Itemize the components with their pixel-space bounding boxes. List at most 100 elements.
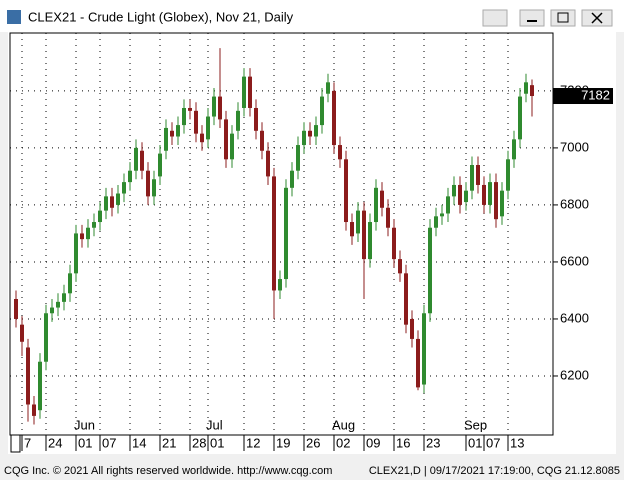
candle-body (308, 130, 312, 137)
window-title: CLEX21 - Crude Light (Globex), Nov 21, D… (28, 9, 294, 24)
candle-body (332, 90, 336, 146)
candle-body (470, 165, 474, 191)
candle-body (278, 279, 282, 291)
x-tick-label: 24 (48, 435, 62, 450)
candle-body (104, 196, 108, 211)
footer-right: CLEX21,D | 09/17/2021 17:19:00, CQG 21.1… (369, 465, 620, 477)
candle-body (362, 210, 366, 260)
candle-body (476, 165, 480, 185)
month-label: Aug (332, 417, 355, 432)
candle-body (62, 293, 66, 302)
candle-body (440, 213, 444, 217)
candle-body (212, 96, 216, 117)
candle-body (68, 273, 72, 294)
candle-body (524, 82, 528, 94)
candle-body (434, 216, 438, 228)
candle-body (14, 299, 18, 319)
candle-body (356, 210, 360, 234)
x-tick-label: 01 (468, 435, 482, 450)
candle-body (164, 127, 168, 151)
x-tick-label: 07 (486, 435, 500, 450)
x-tick-label: 14 (132, 435, 146, 450)
candle-body (20, 324, 24, 342)
candle-body (158, 153, 162, 177)
candle-body (218, 96, 222, 120)
x-tick-label: 21 (162, 435, 176, 450)
candle-body (38, 361, 42, 411)
candle-body (266, 150, 270, 177)
x-tick-label: 19 (276, 435, 290, 450)
x-tick-label: 23 (426, 435, 440, 450)
month-label: Jun (74, 417, 95, 432)
candle-body (146, 170, 150, 197)
month-label: Jul (206, 417, 223, 432)
candle-body (74, 233, 78, 274)
app-icon (7, 10, 21, 24)
icon (591, 12, 603, 24)
candle-body (428, 227, 432, 314)
candle-body (230, 133, 234, 160)
candle-body (380, 190, 384, 208)
candle-body (236, 110, 240, 131)
candle-body (26, 347, 30, 405)
candle-body (98, 210, 102, 223)
candle-body (314, 125, 318, 137)
candle-body (302, 130, 306, 146)
y-tick-label: 6800 (560, 196, 589, 211)
candle-body (80, 233, 84, 240)
candle-body (272, 176, 276, 291)
last-price-box (553, 88, 613, 105)
candle-body (368, 222, 372, 260)
candle-body (518, 96, 522, 140)
candle-body (170, 130, 174, 137)
candle-body (464, 190, 468, 203)
link-button[interactable] (482, 9, 508, 27)
x-tick-label: 7 (24, 435, 31, 450)
candle-body (284, 187, 288, 280)
candle-body (338, 145, 342, 160)
candle-body (398, 259, 402, 274)
candle-body (512, 139, 516, 160)
candle-body (44, 313, 48, 362)
x-tick-label: 01 (210, 435, 224, 450)
candle-body (128, 170, 132, 183)
icon (557, 12, 569, 23)
candle-body (116, 193, 120, 205)
candle-body (206, 116, 210, 140)
y-tick-label: 7000 (560, 139, 589, 154)
candle-body (194, 110, 198, 134)
candle-body (344, 159, 348, 223)
candle-body (530, 85, 534, 97)
candle-body (374, 187, 378, 223)
candle-body (134, 147, 138, 171)
candle-body (260, 130, 264, 151)
x-tick-label: 12 (246, 435, 260, 450)
minimize-button[interactable] (519, 9, 545, 27)
chart-area (8, 32, 616, 454)
x-tick-label: 07 (102, 435, 116, 450)
candle-body (122, 182, 126, 194)
plot-frame (9, 32, 554, 436)
candle-body (224, 119, 228, 160)
scroll-marker (10, 434, 21, 453)
candle-body (500, 190, 504, 217)
x-tick-label: 02 (336, 435, 350, 450)
x-tick-label: 26 (306, 435, 320, 450)
candle-body (152, 179, 156, 197)
candle-body (110, 196, 114, 208)
x-tick-label: 09 (366, 435, 380, 450)
candle-body (320, 96, 324, 126)
maximize-button[interactable] (550, 9, 576, 27)
candle-body (422, 313, 426, 385)
candle-body (458, 184, 462, 205)
candle-body (494, 182, 498, 220)
candle-body (386, 207, 390, 228)
y-tick-label: 6600 (560, 253, 589, 268)
candle-body (392, 227, 396, 260)
candle-body (50, 307, 54, 314)
month-label: Sep (464, 417, 487, 432)
y-tick-label: 6400 (560, 310, 589, 325)
x-tick-label: 16 (396, 435, 410, 450)
candle-body (86, 227, 90, 240)
